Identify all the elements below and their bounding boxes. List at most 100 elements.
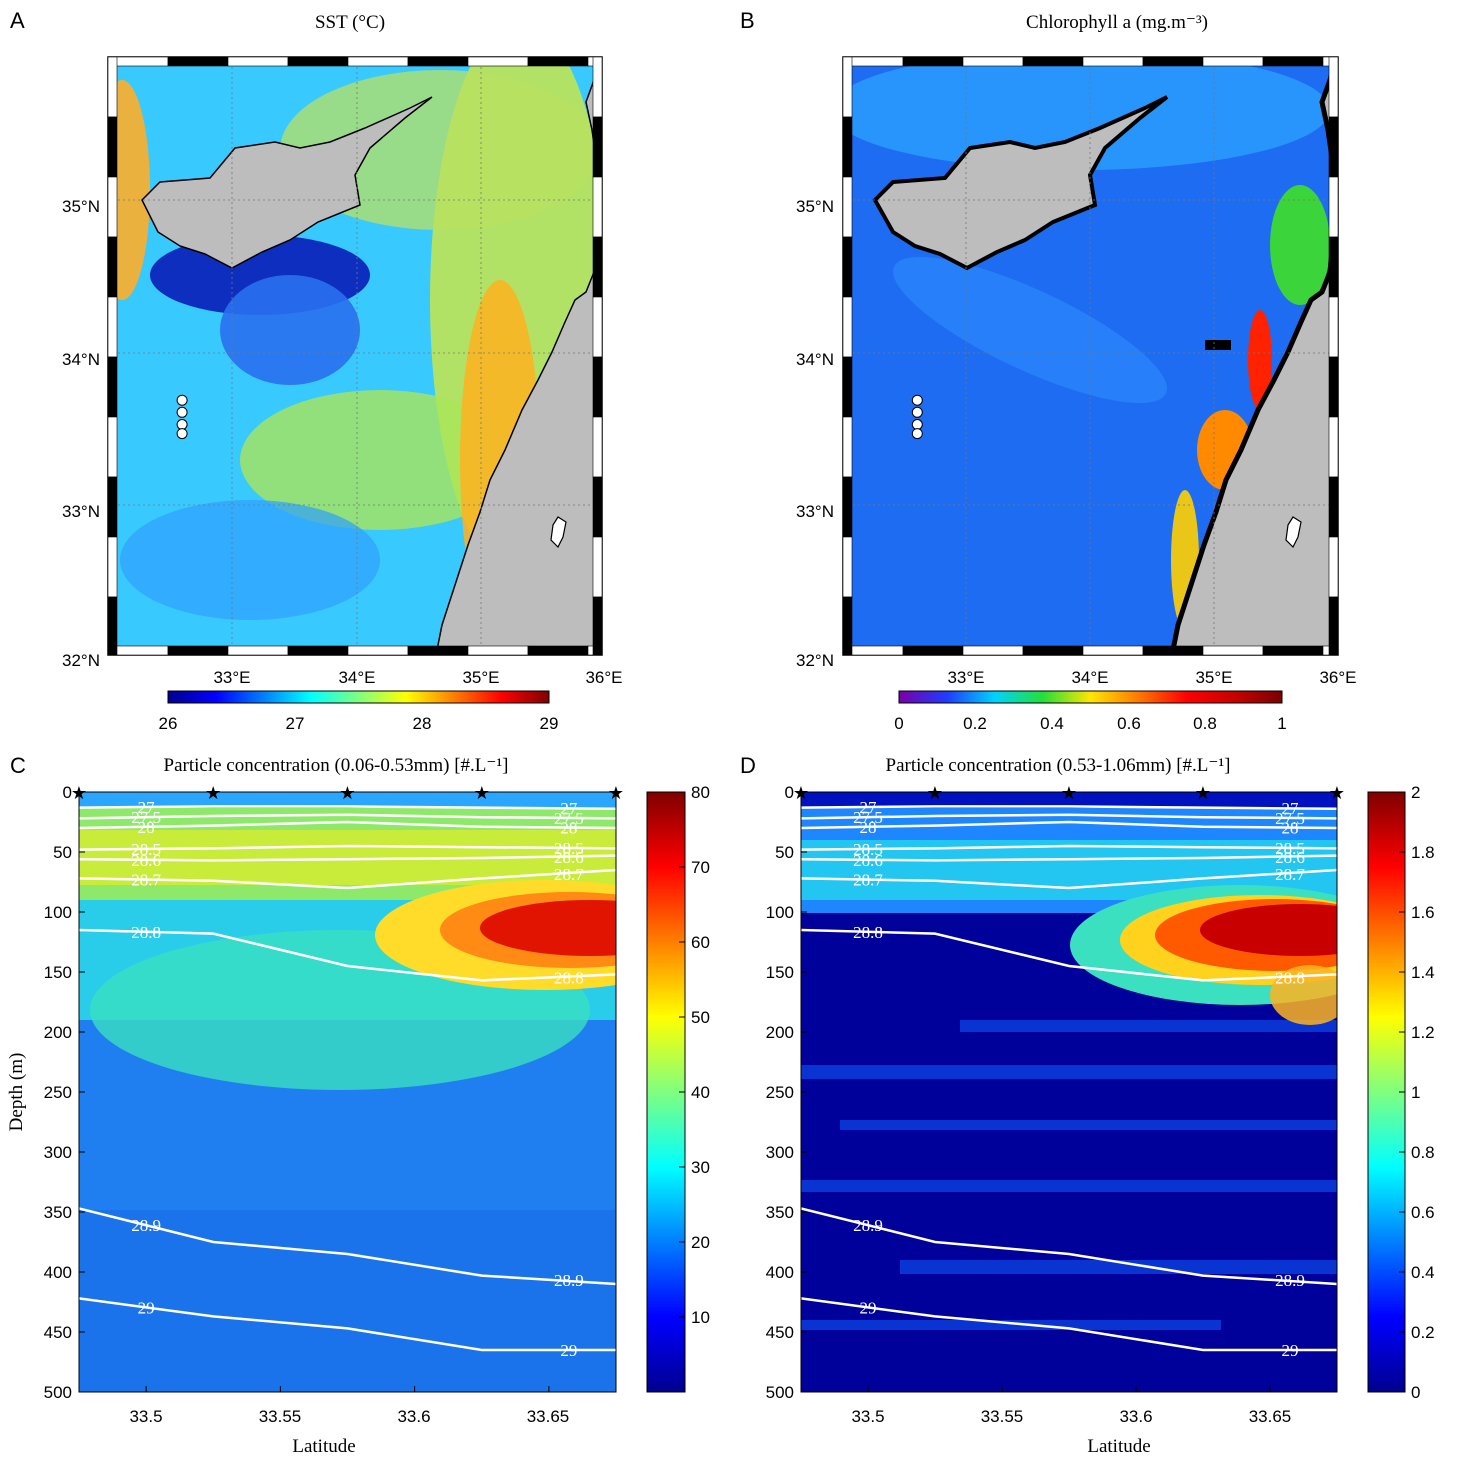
station-marker [176,428,188,440]
isopycnal-line [79,1297,616,1352]
isopycnal-label: 28.7 [853,871,883,890]
map-frame-segment [842,416,853,478]
map-frame-segment [592,416,603,478]
panel-c-letter: C [10,753,26,778]
y-tick-label: 150 [44,963,72,982]
x-tick-label: 33.55 [981,1407,1024,1426]
map-frame-segment [902,56,964,67]
panel-c-title: Particle concentration (0.06-0.53mm) [#.… [164,755,509,776]
map-frame-segment [592,596,603,656]
isopycnal-line [801,928,1337,982]
y-tick-label: 250 [44,1083,72,1102]
isopycnal-label: 28.9 [853,1216,883,1235]
isopycnal-label: 28 [1282,818,1299,837]
y-tick-label: 100 [766,903,794,922]
colorbar-tick-label: 0.4 [1040,714,1064,733]
map-frame-segment [962,645,1024,656]
map-frame-segment [227,56,289,67]
isopycnal-label: 28.8 [853,923,883,942]
section-d-band [960,1020,1337,1032]
map-frame-segment [1328,416,1339,478]
panel-a-letter: A [10,8,25,33]
map-frame-segment [842,596,853,656]
colorbar-c-ticks: 80 70 60 50 40 30 20 10 [679,783,710,1327]
map-frame-segment [1142,56,1204,67]
colorbar-tick-label: 1.6 [1411,903,1435,922]
map-a-cool-south [120,500,380,620]
station-marker [176,406,188,418]
map-frame-segment [842,356,853,418]
map-a-stations [176,394,188,440]
station-star: ★ [1061,783,1077,803]
y-tick-label: 450 [44,1323,72,1342]
map-frame-segment [1022,56,1084,67]
map-b-cyprus [872,95,1169,271]
map-frame-segment [1328,176,1339,238]
isopycnal-label: 28.5 [1275,839,1305,858]
isopycnal-label: 28.8 [554,968,584,987]
isopycnal-label: 28.8 [131,923,161,942]
x-tick-label: 33.5 [851,1407,884,1426]
map-frame-segment [842,296,853,358]
map-b-shelf-north [843,57,1330,170]
section-d-x-ticks: 33.5 33.55 33.6 33.65 [851,1407,1291,1426]
isopycnal-line [79,805,616,811]
map-frame-segment [167,56,229,67]
isopycnal-line [801,844,1337,851]
y-tick-label: 33°N [62,502,100,521]
colorbar-tick-label: 29 [540,714,559,733]
station-star: ★ [205,783,221,803]
y-tick-label: 400 [44,1263,72,1282]
panel-a-title: SST (°C) [315,12,385,33]
colorbar-b: 0 0.2 0.4 0.6 0.8 1 [894,690,1287,733]
isopycnal-label: 28.5 [554,839,584,858]
y-tick-label: 300 [766,1143,794,1162]
map-frame-segment [1262,645,1324,656]
isopycnal-line [79,868,616,890]
isopycnal-label: 29 [560,1341,577,1360]
map-frame-segment [592,356,603,418]
isopycnal-label: 29 [138,1298,155,1317]
colorbar-a: 26 27 28 29 [159,690,559,733]
y-tick-label: 100 [44,903,72,922]
map-a-cold-tongue [220,275,360,385]
map-a-lake [550,516,567,549]
map-frame-segment [227,645,289,656]
x-tick-label: 33.65 [1249,1407,1292,1426]
panel-a: A SST (°C) 35°N 34°N 33 [10,8,623,733]
station-star: ★ [1329,783,1345,803]
map-a-y-ticks: 35°N 34°N 33°N 32°N [62,197,100,670]
map-b-lake [1285,516,1302,549]
isopycnal-label: 28.7 [554,865,584,884]
isopycnal-label: 27 [560,799,578,818]
map-frame-segment [592,176,603,238]
y-tick-label: 32°N [796,651,834,670]
section-c-x-ticks: 33.5 33.55 33.6 33.65 [129,1407,569,1426]
y-tick-label: 34°N [62,350,100,369]
map-b-bloom-coast [1248,310,1272,410]
colorbar-tick-label: 80 [691,783,710,802]
isopycnal-line [79,820,616,830]
x-tick-label: 33.6 [1119,1407,1152,1426]
section-d-band [900,1260,1337,1274]
isopycnal-label: 27.5 [1275,809,1305,828]
map-frame-segment [467,56,529,67]
map-a-warm-mid [240,390,520,530]
map-frame-segment [842,476,853,538]
map-a-warm-north [280,70,600,230]
map-frame-segment [842,536,853,598]
isopycnal-label: 29 [1282,1341,1299,1360]
map-frame-segment [347,645,409,656]
y-tick-label: 200 [44,1023,72,1042]
map-frame-segment [107,356,118,418]
x-tick-label: 34°E [338,668,375,687]
map-frame-segment [1328,596,1339,656]
map-frame-segment [1202,645,1264,656]
colorbar-d: 2 1.8 1.6 1.4 1.2 1 0.8 0.6 0.4 0.2 0 [1367,783,1435,1402]
colorbar-tick-label: 0.8 [1411,1143,1435,1162]
station-marker [176,419,188,430]
isopycnal-label: 27 [860,798,878,817]
y-tick-label: 450 [766,1323,794,1342]
map-frame-segment [842,236,853,298]
